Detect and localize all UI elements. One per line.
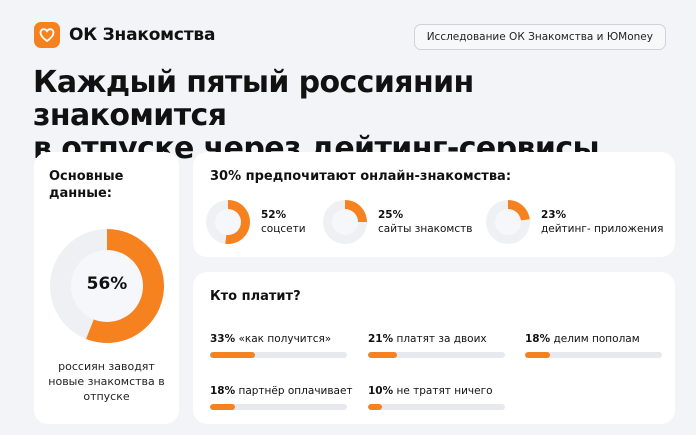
online-donut-2 <box>323 200 367 244</box>
who-pays-bar-track-2 <box>368 352 505 358</box>
who-pays-bar-track-5 <box>368 404 505 410</box>
online-donut-label-3: 23% дейтинг- приложения <box>541 208 663 236</box>
online-donut-2-hole <box>332 209 358 235</box>
who-pays-item-5: 10% не тратят ничего <box>368 384 505 410</box>
who-pays-category-5: не тратят ничего <box>393 385 493 397</box>
who-pays-bar-5 <box>368 404 382 410</box>
online-donut-value-2: 25% <box>378 209 404 221</box>
who-pays-value-3: 18% <box>525 333 551 345</box>
who-pays-item-2: 21% платят за двоих <box>368 332 505 358</box>
online-donut-value-1: 52% <box>261 209 287 221</box>
who-pays-value-2: 21% <box>368 333 394 345</box>
online-donut-1-hole <box>215 209 241 235</box>
who-pays-bar-track-3 <box>525 352 662 358</box>
who-pays-label-5: 10% не тратят ничего <box>368 384 505 398</box>
brand-name: ОК Знакомства <box>69 25 216 45</box>
page-title: Каждый пятый россиянин знакомится в отпу… <box>33 66 673 165</box>
main-donut-chart <box>50 229 164 343</box>
online-dating-card: 30% предпочитают онлайн-знакомства: 52% с… <box>193 152 675 257</box>
online-donut-category-1: соцсети <box>261 223 306 235</box>
key-data-title: Основные данные: <box>49 169 124 201</box>
who-pays-bar-track-4 <box>210 404 347 410</box>
who-pays-bar-4 <box>210 404 235 410</box>
study-badge: Исследование ОК Знакомства и ЮMoney <box>413 24 666 50</box>
online-donut-label-2: 25% сайты знакомств <box>378 208 472 236</box>
who-pays-label-4: 18% партнёр оплачивает <box>210 384 353 398</box>
who-pays-title: Кто платит? <box>210 289 301 304</box>
online-donut-3-hole <box>495 209 521 235</box>
online-donut-category-3: дейтинг- приложения <box>541 223 664 235</box>
who-pays-category-4: партнёр оплачивает <box>235 385 353 397</box>
online-donut-1 <box>206 200 250 244</box>
who-pays-item-1: 33% «как получится» <box>210 332 347 358</box>
header: ОК Знакомства <box>34 18 215 52</box>
who-pays-value-5: 10% <box>368 385 394 397</box>
who-pays-category-2: платят за двоих <box>393 333 487 345</box>
who-pays-bar-2 <box>368 352 397 358</box>
online-dating-title: 30% предпочитают онлайн-знакомства: <box>210 169 512 184</box>
who-pays-label-3: 18% делим пополам <box>525 332 662 346</box>
who-pays-card: Кто платит? 33% «как получится» 21% платя… <box>193 272 675 424</box>
main-donut-hole <box>71 250 143 322</box>
who-pays-category-3: делим пополам <box>550 333 640 345</box>
heart-icon <box>34 22 60 48</box>
who-pays-bar-1 <box>210 352 256 358</box>
main-donut-value-label: 56% <box>86 274 128 294</box>
who-pays-item-3: 18% делим пополам <box>525 332 662 358</box>
online-donut-category-2: сайты знакомств <box>378 223 473 235</box>
who-pays-category-1: «как получится» <box>235 333 332 345</box>
key-data-caption: россиян заводят новые знакомства в отпус… <box>48 360 165 403</box>
who-pays-item-4: 18% партнёр оплачивает <box>210 384 353 410</box>
who-pays-value-1: 33% <box>210 333 236 345</box>
key-data-card: Основные данные: 56% россиян заводят нов… <box>34 152 179 424</box>
who-pays-bar-track-1 <box>210 352 347 358</box>
who-pays-label-1: 33% «как получится» <box>210 332 347 346</box>
page-title-line-1: Каждый пятый россиянин знакомится <box>33 65 474 133</box>
online-donut-label-1: 52% соцсети <box>261 208 306 236</box>
who-pays-label-2: 21% платят за двоих <box>368 332 505 346</box>
online-donut-value-3: 23% <box>541 209 567 221</box>
who-pays-bar-3 <box>525 352 550 358</box>
who-pays-value-4: 18% <box>210 385 236 397</box>
online-donut-3 <box>486 200 530 244</box>
